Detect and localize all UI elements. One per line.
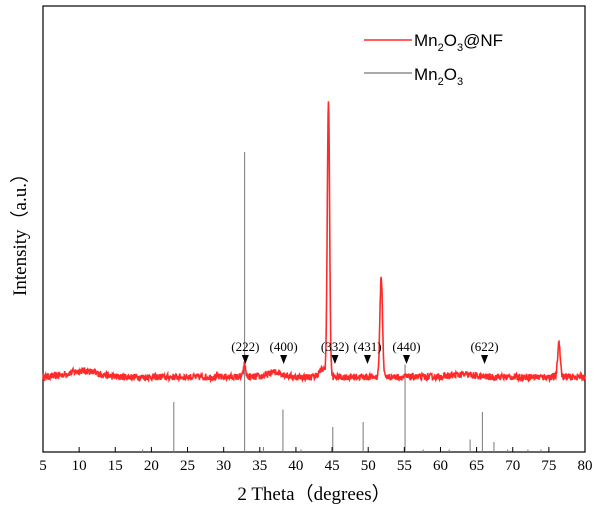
legend-entry-mn2o3-nf: Mn2O3@NF (414, 31, 503, 54)
legend-mn2o3-mn: Mn (414, 65, 438, 84)
x-axis-title: 2 Theta（degrees） (237, 483, 390, 505)
annotation-label: (431) (353, 339, 381, 354)
x-tick-label: 35 (252, 458, 267, 474)
peak-annotations: (222) (400) (332) (431) (440) (622) (231, 339, 499, 364)
x-tick-label: 30 (216, 458, 231, 474)
x-tick-label: 75 (541, 458, 556, 474)
legend: Mn2O3@NF Mn2O3 (364, 31, 503, 88)
x-axis-ticks: 5 10 15 20 25 30 35 40 45 50 55 60 65 70 75 80 (39, 447, 593, 474)
x-tick-label: 60 (433, 458, 448, 474)
data-line-layer (42, 101, 586, 384)
legend-mn2o3-sub2: 3 (457, 76, 463, 88)
x-tick-label: 50 (361, 458, 376, 474)
y-axis-title: Intensity（a.u.） (9, 164, 31, 296)
annotation-arrow (363, 355, 371, 364)
x-tick-label: 15 (108, 458, 123, 474)
reference-sticks (142, 152, 542, 452)
legend-mn2o3-o: O (444, 65, 457, 84)
annotation-label: (222) (231, 339, 259, 354)
annotation-label: (400) (270, 339, 298, 354)
x-tick-label: 80 (578, 458, 593, 474)
annotation-arrow (403, 355, 411, 364)
x-tick-label: 65 (469, 458, 484, 474)
x-tick-label: 10 (72, 458, 87, 474)
legend-entry-mn2o3: Mn2O3 (414, 65, 463, 88)
x-tick-label: 40 (288, 458, 303, 474)
x-tick-label: 25 (180, 458, 195, 474)
annotation-arrow (241, 355, 249, 364)
annotation-label: (440) (392, 339, 420, 354)
annotation-label: (332) (321, 339, 349, 354)
x-tick-label: 55 (397, 458, 412, 474)
x-tick-label: 20 (144, 458, 159, 474)
legend-mn2o3nf-o: O (444, 31, 457, 50)
legend-mn2o3nf-sub1: 2 (438, 42, 444, 54)
legend-mn2o3nf-tail: @NF (463, 31, 503, 50)
legend-mn2o3nf-mn: Mn (414, 31, 438, 50)
legend-mn2o3nf-sub2: 3 (457, 42, 463, 54)
x-tick-label: 5 (39, 458, 47, 474)
annotation-arrow (331, 355, 339, 364)
legend-mn2o3-sub1: 2 (438, 76, 444, 88)
annotation-arrow (481, 355, 489, 364)
x-tick-label: 45 (325, 458, 340, 474)
plot-area-frame (42, 5, 586, 453)
xrd-series-line (42, 101, 586, 384)
annotation-arrow (280, 355, 288, 364)
annotation-label: (622) (470, 339, 498, 354)
x-tick-label: 70 (505, 458, 520, 474)
